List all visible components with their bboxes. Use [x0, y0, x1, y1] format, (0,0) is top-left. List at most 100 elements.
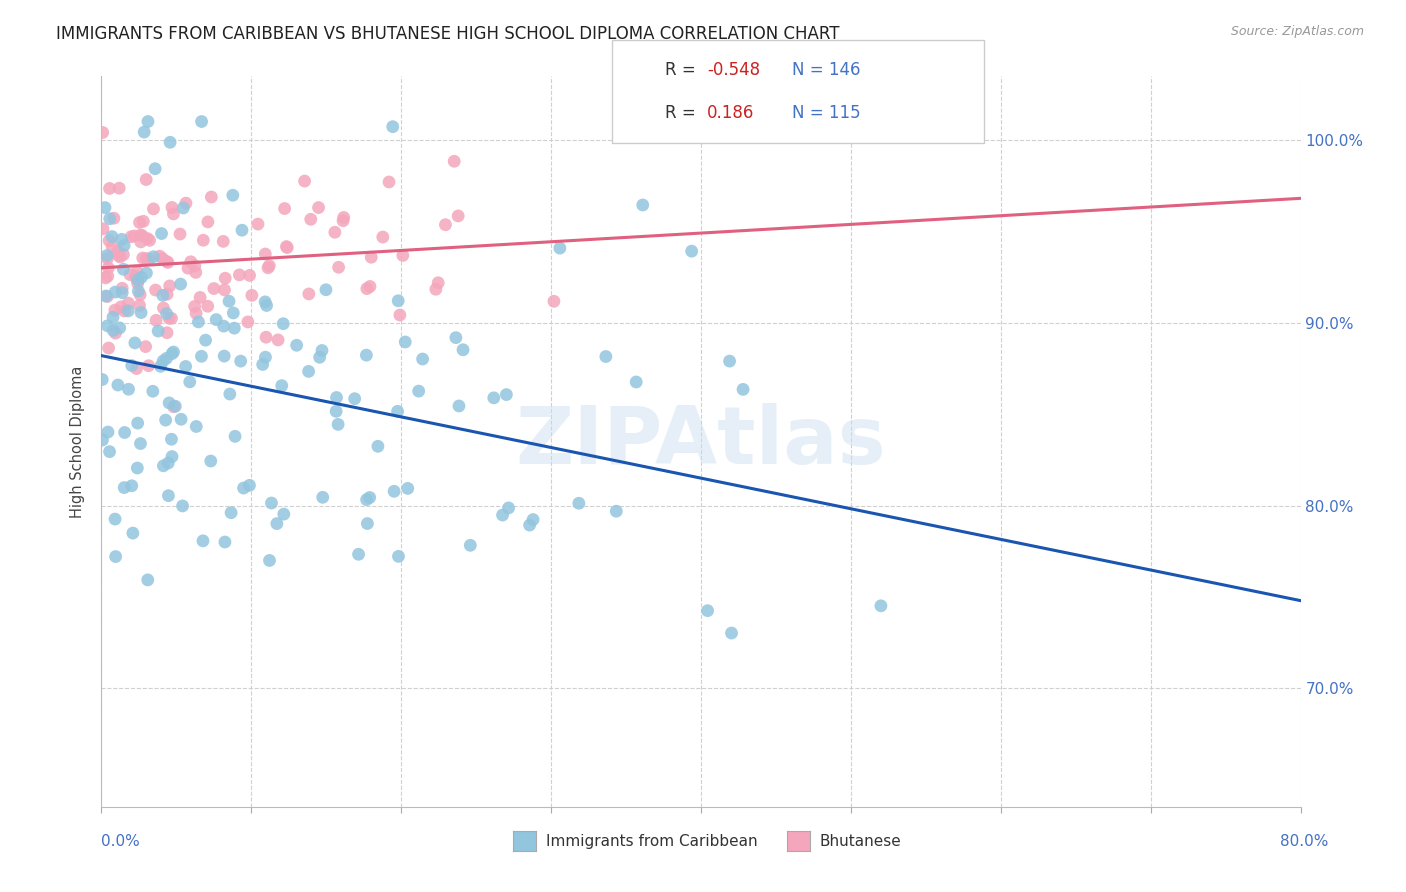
Point [254, 350, 277, 364]
Point [273, 202, 295, 216]
Point [624, 375, 647, 389]
Text: Bhutanese: Bhutanese [820, 834, 901, 848]
Point [127, 272, 149, 286]
Point [94, 289, 117, 303]
Point [152, 458, 174, 473]
Point [152, 301, 174, 315]
Text: N = 146: N = 146 [792, 62, 860, 79]
Point [276, 241, 298, 255]
Point [131, 228, 153, 243]
Point [299, 212, 322, 227]
Point [132, 214, 155, 228]
Point [155, 307, 177, 321]
Point [155, 413, 177, 427]
Point [97, 269, 120, 284]
Point [107, 248, 129, 262]
Point [155, 351, 177, 366]
Point [434, 218, 457, 232]
Point [229, 354, 252, 368]
Point [202, 281, 225, 295]
Point [127, 273, 149, 287]
Point [394, 334, 416, 349]
Point [328, 260, 350, 275]
Point [205, 312, 228, 326]
Point [332, 213, 354, 227]
Point [157, 396, 180, 410]
Point [91, 126, 114, 140]
Point [91, 433, 114, 447]
Point [128, 215, 150, 229]
Point [378, 175, 401, 189]
Point [117, 382, 139, 396]
Point [97, 425, 120, 439]
Point [444, 331, 467, 345]
Point [214, 283, 236, 297]
Point [197, 299, 219, 313]
Point [425, 282, 447, 296]
Point [156, 254, 179, 268]
Point [297, 364, 319, 378]
Point [120, 229, 142, 244]
Point [124, 335, 146, 350]
Point [222, 306, 245, 320]
Point [110, 300, 132, 314]
Point [101, 240, 124, 254]
Point [129, 305, 152, 319]
Point [138, 233, 160, 247]
Point [104, 285, 127, 299]
Point [117, 304, 139, 318]
Point [108, 321, 131, 335]
Point [200, 454, 222, 468]
Point [311, 343, 333, 358]
Point [326, 417, 349, 432]
Point [149, 359, 172, 374]
Point [495, 387, 517, 401]
Point [135, 252, 157, 266]
Point [443, 154, 465, 169]
Point [145, 283, 167, 297]
Point [260, 496, 283, 510]
Point [312, 491, 335, 505]
Point [150, 227, 173, 241]
Point [254, 247, 277, 261]
Point [156, 255, 179, 269]
Point [367, 439, 389, 453]
Point [681, 244, 703, 259]
Point [157, 456, 180, 470]
Point [218, 387, 240, 401]
Text: Immigrants from Caribbean: Immigrants from Caribbean [546, 834, 758, 848]
Point [387, 404, 409, 418]
Point [193, 233, 215, 247]
Point [212, 319, 235, 334]
Y-axis label: High School Diploma: High School Diploma [70, 366, 86, 517]
Point [239, 268, 262, 283]
Point [143, 161, 166, 176]
Point [107, 378, 129, 392]
Point [112, 262, 135, 277]
Point [160, 347, 183, 361]
Text: ZIPAtlas: ZIPAtlas [516, 402, 886, 481]
Point [160, 311, 183, 326]
Point [96, 289, 118, 303]
Point [387, 293, 409, 308]
Point [112, 247, 135, 261]
Text: 0.0%: 0.0% [101, 834, 141, 848]
Point [94, 271, 117, 285]
Point [325, 404, 347, 418]
Point [101, 229, 124, 244]
Point [97, 341, 120, 355]
Point [183, 300, 205, 314]
Point [98, 234, 121, 248]
Point [125, 361, 148, 376]
Point [103, 211, 125, 226]
Text: -0.548: -0.548 [707, 62, 761, 79]
Point [96, 249, 118, 263]
Point [174, 359, 197, 374]
Point [347, 547, 370, 561]
Point [447, 209, 470, 223]
Point [184, 306, 207, 320]
Point [396, 482, 419, 496]
Text: R =: R = [665, 104, 702, 122]
Point [356, 348, 378, 362]
Point [447, 399, 470, 413]
